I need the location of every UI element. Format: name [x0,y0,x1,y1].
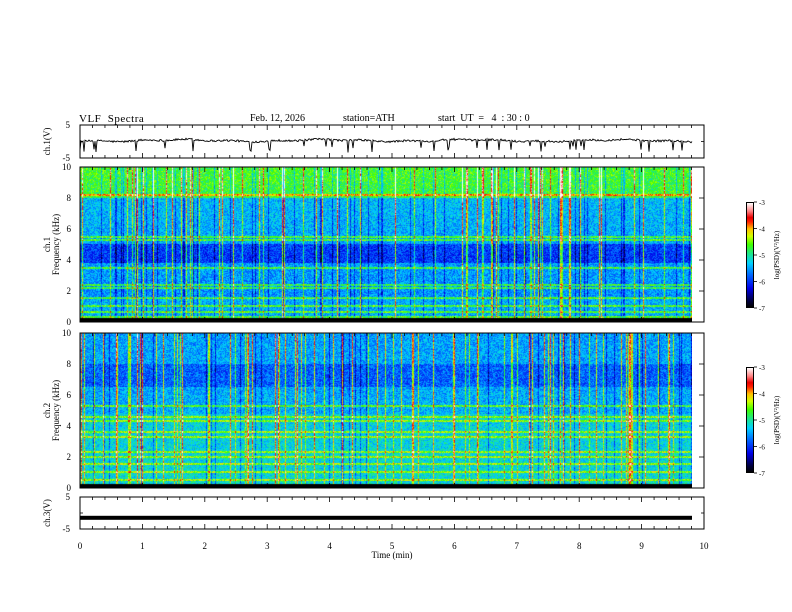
ch1-spec-ytick-label-0: 0 [67,317,72,327]
ch2-spectrogram-frame [79,332,705,489]
xtick-label-1: 1 [140,541,145,551]
ch1-spec-ylabel: Frequency (kHz) [51,214,61,275]
ch2-colorbar-tick-label--7: -7 [759,470,765,478]
ch2-spectrogram-heatmap [80,333,692,488]
ch1-ytick-label-5: 5 [66,120,71,130]
xtick-label-6: 6 [452,541,457,551]
ch1-colorbar-tick-label--6: -6 [759,279,765,287]
axis-ticks [79,124,757,530]
xtick-label-8: 8 [577,541,582,551]
ch1-colorbar [746,202,754,308]
ch1-spec-ytick-label-6: 6 [67,224,72,234]
ch2-colorbar-tick-label--4: -4 [759,391,765,399]
ch1-colorbar-label: log(PSD)(V²/Hz) [773,230,781,279]
ch2-spec-ytick-label-8: 8 [67,359,72,369]
ch1-spec-ytick-label-2: 2 [67,286,72,296]
recording-date: Feb. 12, 2026 [250,113,305,124]
xtick-label-10: 10 [700,541,710,551]
station-name: station=ATH [343,113,395,124]
ch3-ytick-label-5: 5 [66,492,71,502]
ch1-spectrogram-heatmap [80,167,692,322]
ch1-spec-ytick-label-8: 8 [67,193,72,203]
xtick-label-5: 5 [390,541,395,551]
ch1-spec-ytick-label-10: 10 [62,162,72,172]
ch1-colorbar-tick-label--3: -3 [759,199,765,207]
ch1-spectrogram-frame [79,166,705,323]
ch2-colorbar-tick-label--3: -3 [759,364,765,372]
ch2-spec-ytick-label-4: 4 [67,421,72,431]
ch1-spec-channel-label: ch.1 [42,237,52,252]
ch1-ylabel: ch.1(V) [42,128,52,156]
ch2-spec-ylabel: Frequency (kHz) [51,380,61,441]
panel-frames [79,124,705,530]
ch2-colorbar-tick-label--6: -6 [759,444,765,452]
ch1-colorbar-tick-label--4: -4 [759,226,765,234]
xtick-label-0: 0 [78,541,83,551]
ch3-waveform-line [80,515,692,520]
x-axis-label: Time (min) [372,550,413,560]
xtick-label-9: 9 [639,541,644,551]
xtick-label-4: 4 [327,541,332,551]
ch2-colorbar-tick-label--5: -5 [759,417,765,425]
ch1-ytick-label--5: -5 [63,153,71,163]
ch2-spec-ytick-label-6: 6 [67,390,72,400]
ch1-waveform-line [79,137,693,153]
ch3-ytick-label--5: -5 [63,524,71,534]
xtick-label-3: 3 [265,541,270,551]
ch2-colorbar-label: log(PSD)(V²/Hz) [773,395,781,444]
ch2-colorbar [746,367,754,473]
ch3-ylabel: ch.3(V) [42,499,52,527]
ch1-spec-ytick-label-4: 4 [67,255,72,265]
ch2-spec-ytick-label-10: 10 [62,328,72,338]
waveform-traces [79,137,693,520]
ch2-spec-channel-label: ch.2 [42,403,52,418]
ch2-spec-ytick-label-2: 2 [67,452,72,462]
xtick-label-7: 7 [515,541,520,551]
ch1-colorbar-tick-label--5: -5 [759,252,765,260]
xtick-label-2: 2 [203,541,208,551]
ch1-colorbar-tick-label--7: -7 [759,305,765,313]
start-time: start UT = 4 : 30 : 0 [438,113,530,124]
ch2-spec-ytick-label-0: 0 [67,483,72,493]
chart-title: VLF Spectra [79,113,145,125]
